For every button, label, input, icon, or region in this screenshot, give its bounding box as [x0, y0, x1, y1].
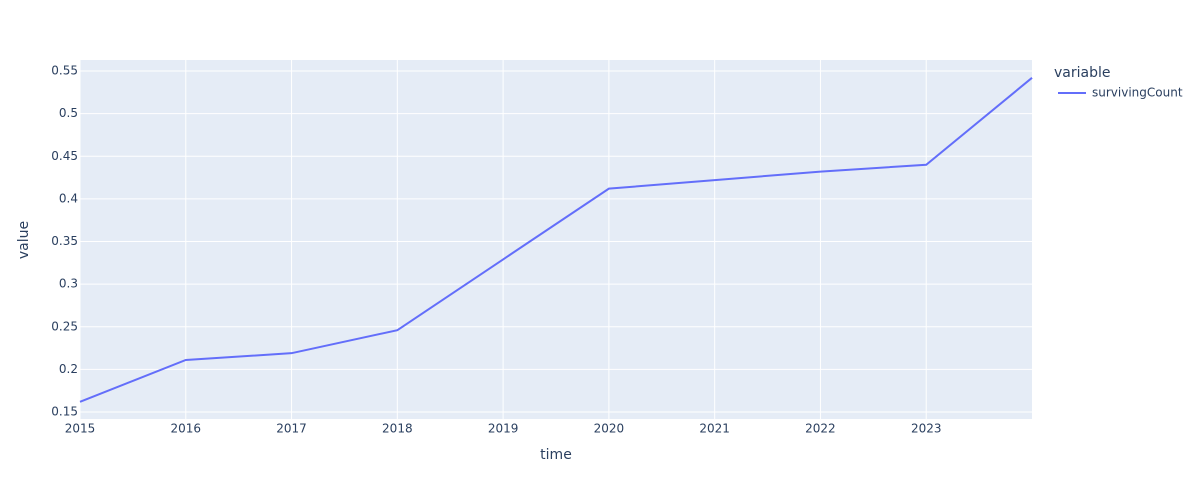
legend-title: variable — [1054, 65, 1110, 81]
marks — [79, 77, 1033, 403]
y-tick-label: 0.3 — [59, 277, 78, 291]
line — [79, 77, 1033, 403]
y-axis-title: value — [16, 221, 32, 259]
x-tick-label: 2020 — [594, 422, 625, 436]
x-tick-label: 2017 — [276, 422, 307, 436]
y-tick-label: 0.25 — [51, 319, 78, 333]
plot-area — [80, 60, 1032, 419]
x-axis-title: time — [540, 447, 572, 463]
x-tick-label: 2019 — [488, 422, 519, 436]
x-tick-label: 2023 — [911, 422, 942, 436]
x-tick-label: 2018 — [382, 422, 413, 436]
y-tick-label: 0.2 — [59, 362, 78, 376]
y-tick-label: 0.15 — [51, 405, 78, 419]
y-tick-label: 0.4 — [59, 191, 78, 205]
legend-label: survivingCount — [1092, 86, 1183, 100]
x-tick-label: 2022 — [805, 422, 836, 436]
x-tick-label: 2021 — [699, 422, 730, 436]
x-tick-label: 2015 — [65, 422, 96, 436]
y-tick-label: 0.5 — [59, 106, 78, 120]
y-tick-label: 0.55 — [51, 63, 78, 77]
x-tick-label: 2016 — [171, 422, 202, 436]
y-tick-label: 0.35 — [51, 234, 78, 248]
legend: survivingCount — [1058, 86, 1183, 100]
y-tick-label: 0.45 — [51, 149, 78, 163]
